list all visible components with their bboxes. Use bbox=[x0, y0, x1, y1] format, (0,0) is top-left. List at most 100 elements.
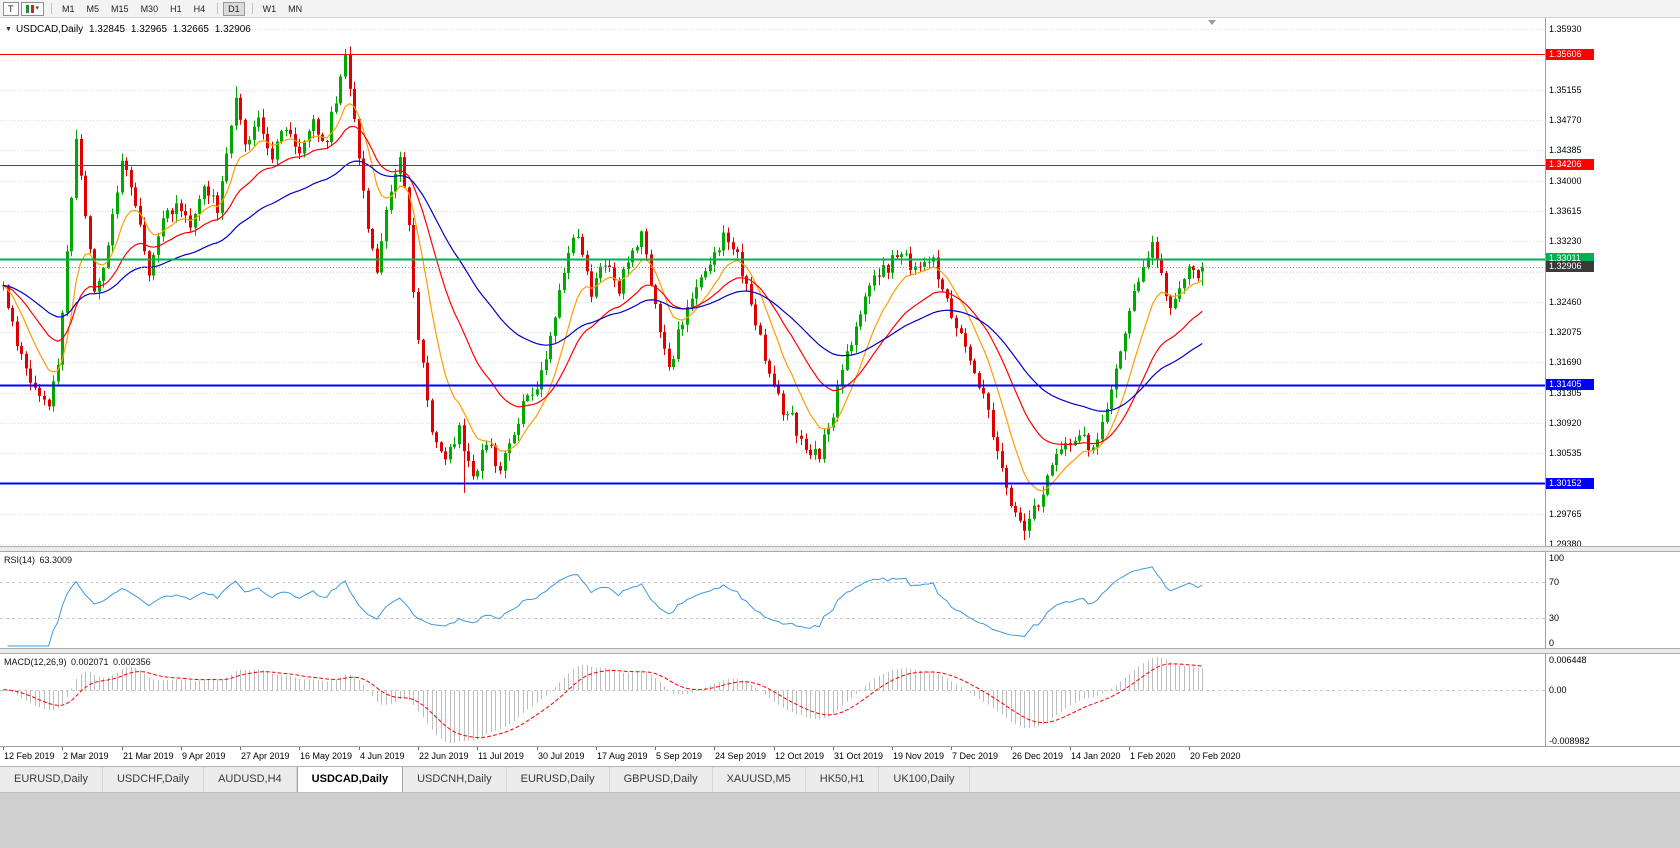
price-axis-label: 1.31690 bbox=[1549, 357, 1582, 368]
chart-title: ▼ USDCAD,Daily 1.32845 1.32965 1.32665 1… bbox=[5, 24, 251, 35]
collapse-arrow-icon[interactable]: ▼ bbox=[5, 25, 12, 33]
timeframe-button-m5[interactable]: M5 bbox=[86, 3, 100, 14]
date-axis-tick bbox=[418, 747, 419, 750]
date-axis-tick bbox=[1189, 747, 1190, 750]
date-axis-tick bbox=[181, 747, 182, 750]
chevron-down-icon: ▾ bbox=[35, 4, 40, 12]
date-axis-tick bbox=[951, 747, 952, 750]
level-price-tag: 1.35606 bbox=[1546, 48, 1594, 60]
date-axis-label: 24 Sep 2019 bbox=[715, 751, 767, 761]
price-axis-label: 1.33230 bbox=[1549, 236, 1582, 247]
date-axis-label: 21 Mar 2019 bbox=[123, 751, 174, 761]
date-axis-label: 16 May 2019 bbox=[300, 751, 353, 761]
macd-scale-label: -0.008982 bbox=[1549, 736, 1590, 746]
toolbar: T ▾ M1 M5 M15 M30 H1 H4 D1 W1 MN bbox=[0, 0, 1680, 18]
price-axis-label: 1.29765 bbox=[1549, 508, 1582, 519]
date-axis-tick bbox=[1070, 747, 1071, 750]
date-axis-tick bbox=[122, 747, 123, 750]
date-axis-tick bbox=[892, 747, 893, 750]
timeframe-button-mn[interactable]: MN bbox=[288, 3, 303, 14]
chart-ohlc-label: USDCAD,Daily 1.32845 1.32965 1.32665 1.3… bbox=[15, 24, 251, 35]
bottom-tab-usdchf-daily[interactable]: USDCHF,Daily bbox=[103, 767, 205, 792]
bottom-tab-xauusd-m5[interactable]: XAUUSD,M5 bbox=[713, 767, 806, 792]
date-axis-tick bbox=[537, 747, 538, 750]
date-axis-tick bbox=[655, 747, 656, 750]
bottom-tab-usdcad-daily[interactable]: USDCAD,Daily bbox=[296, 767, 404, 792]
date-axis-tick bbox=[714, 747, 715, 750]
date-axis-label: 5 Sep 2019 bbox=[656, 751, 703, 761]
macd-label: MACD(12,26,9) 0.002071 0.002356 bbox=[4, 657, 151, 667]
date-axis-label: 2 Mar 2019 bbox=[63, 751, 109, 761]
chart-objects-dropdown-button[interactable]: ▾ bbox=[20, 1, 45, 16]
date-axis-border bbox=[0, 746, 1680, 747]
level-price-tag: 1.33011 bbox=[1546, 253, 1594, 265]
timeframe-button-w1[interactable]: W1 bbox=[262, 3, 277, 14]
date-axis-label: 11 Jul 2019 bbox=[478, 751, 524, 761]
bottom-tab-eurusd-daily[interactable]: EURUSD,Daily bbox=[0, 767, 103, 792]
rsi-scale-label: 30 bbox=[1549, 613, 1560, 624]
price-axis-label: 1.35155 bbox=[1549, 84, 1582, 95]
date-axis-label: 30 Jul 2019 bbox=[538, 751, 585, 761]
timeframe-button-h4[interactable]: H4 bbox=[193, 3, 206, 14]
date-axis-tick bbox=[359, 747, 360, 750]
date-axis-label: 12 Feb 2019 bbox=[4, 751, 55, 761]
price-axis-border bbox=[1545, 18, 1546, 746]
date-axis-tick bbox=[62, 747, 63, 750]
price-axis-label: 1.32075 bbox=[1549, 327, 1582, 338]
price-axis-label: 1.34385 bbox=[1549, 145, 1582, 156]
date-axis-tick bbox=[1129, 747, 1130, 750]
date-axis-tick bbox=[774, 747, 775, 750]
date-axis-label: 31 Oct 2019 bbox=[834, 751, 884, 761]
date-axis-label: 7 Dec 2019 bbox=[952, 751, 999, 761]
date-axis-label: 27 Apr 2019 bbox=[241, 751, 290, 761]
date-axis-label: 4 Jun 2019 bbox=[360, 751, 405, 761]
timeframe-button-d1[interactable]: D1 bbox=[223, 1, 245, 16]
price-axis-label: 1.30535 bbox=[1549, 448, 1582, 459]
date-axis-label: 20 Feb 2020 bbox=[1190, 751, 1241, 761]
date-axis-label: 14 Jan 2020 bbox=[1071, 751, 1121, 761]
rsi-scale-label: 100 bbox=[1549, 553, 1565, 563]
price-axis-label: 1.33615 bbox=[1549, 206, 1582, 217]
price-axis-label: 1.29380 bbox=[1549, 539, 1582, 550]
timeframe-button-m1[interactable]: M1 bbox=[62, 3, 75, 14]
bottom-tab-usdcnh-daily[interactable]: USDCNH,Daily bbox=[403, 767, 507, 792]
date-axis-label: 26 Dec 2019 bbox=[1012, 751, 1064, 761]
timeframe-toolbar: M1 M5 M15 M30 H1 H4 D1 W1 MN bbox=[57, 1, 309, 16]
date-axis-tick bbox=[240, 747, 241, 750]
tool-button[interactable]: T bbox=[3, 1, 19, 16]
price-axis-label: 1.30920 bbox=[1549, 417, 1582, 428]
date-axis-label: 12 Oct 2019 bbox=[775, 751, 825, 761]
price-axis-label: 1.31305 bbox=[1549, 387, 1582, 398]
chart-tab-bar: EURUSD,Daily USDCHF,Daily AUDUSD,H4 USDCAD,… bbox=[0, 766, 1680, 792]
toolbar-separator bbox=[251, 3, 253, 14]
rsi-scale-label: 0 bbox=[1549, 638, 1555, 648]
date-axis-tick bbox=[833, 747, 834, 750]
bottom-tab-eurusd-daily[interactable]: EURUSD,Daily bbox=[507, 767, 610, 792]
bottom-tab-hk50-h1[interactable]: HK50,H1 bbox=[806, 767, 880, 792]
macd-panel-splitter[interactable] bbox=[0, 648, 1680, 654]
date-axis-label: 19 Nov 2019 bbox=[893, 751, 945, 761]
rsi-scale-label: 70 bbox=[1549, 576, 1560, 587]
bottom-tab-gbpusd-daily[interactable]: GBPUSD,Daily bbox=[610, 767, 713, 792]
price-axis-label: 1.34000 bbox=[1549, 175, 1582, 186]
date-axis-tick bbox=[3, 747, 4, 750]
price-axis-label: 1.34770 bbox=[1549, 115, 1582, 126]
timeframe-button-h1[interactable]: H1 bbox=[170, 3, 182, 14]
macd-scale-label: 0.00 bbox=[1549, 684, 1567, 695]
timeframe-button-m15[interactable]: M15 bbox=[111, 3, 129, 14]
date-axis-label: 17 Aug 2019 bbox=[597, 751, 648, 761]
timeframe-button-m30[interactable]: M30 bbox=[140, 3, 159, 14]
date-axis-tick bbox=[1011, 747, 1012, 750]
bottom-tab-uk100-daily[interactable]: UK100,Daily bbox=[879, 767, 970, 792]
toolbar-separator bbox=[217, 3, 219, 14]
bottom-strip bbox=[0, 792, 1680, 848]
date-axis-label: 1 Feb 2020 bbox=[1130, 751, 1176, 761]
bottom-tab-audusd-h4[interactable]: AUDUSD,H4 bbox=[204, 767, 297, 792]
date-axis-label: 22 Jun 2019 bbox=[419, 751, 469, 761]
rsi-panel-splitter[interactable] bbox=[0, 546, 1680, 552]
level-price-tag: 1.30152 bbox=[1546, 477, 1594, 489]
toolbar-separator bbox=[51, 3, 53, 14]
price-axis-label: 1.35930 bbox=[1549, 24, 1582, 34]
